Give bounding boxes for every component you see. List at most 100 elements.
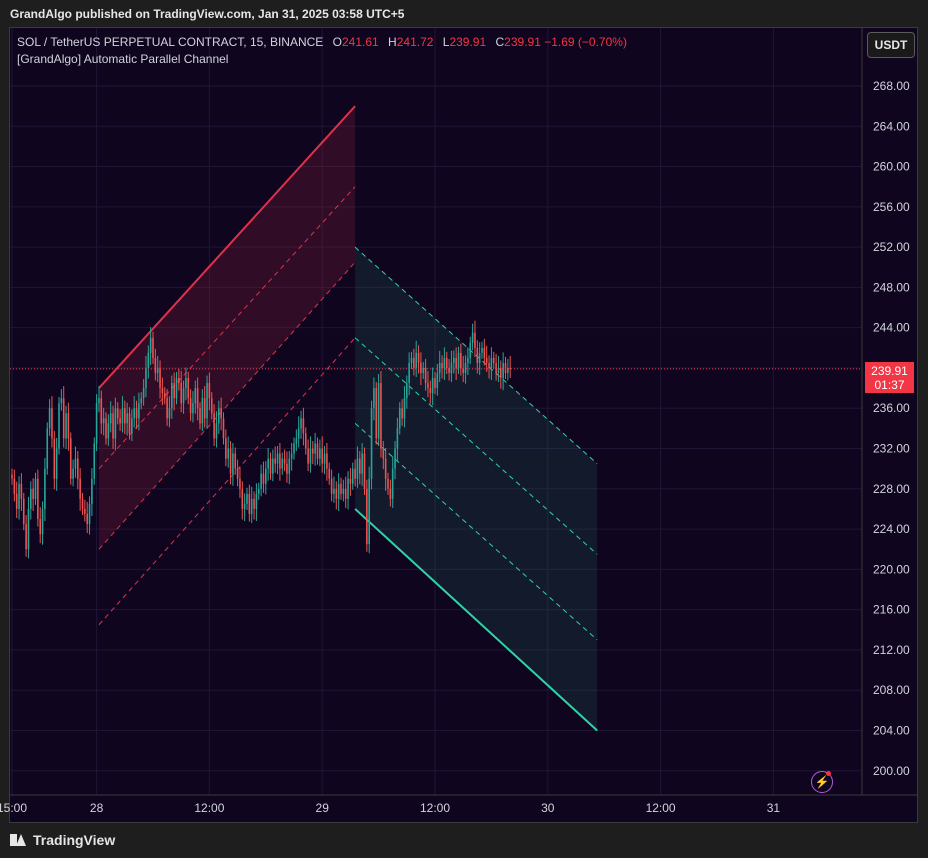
- candle-body: [194, 388, 197, 404]
- candle-body: [394, 448, 396, 469]
- candle-body: [328, 468, 331, 479]
- time-axis[interactable]: 15:00 28 12:00 29 12:00 30 12:00 31: [0, 794, 917, 815]
- candle-body: [239, 478, 241, 489]
- candle-body: [502, 362, 504, 379]
- candle-body: [293, 443, 295, 454]
- close-label: C: [495, 35, 505, 49]
- candle-body: [168, 408, 171, 419]
- candle-body: [86, 513, 88, 525]
- candle-body: [333, 488, 335, 494]
- candle-body: [375, 388, 378, 439]
- x-tick-label: 31: [767, 801, 781, 815]
- open-value: 241.61: [342, 35, 379, 49]
- candle-body: [267, 458, 269, 469]
- candle-body: [34, 478, 37, 499]
- candle-body: [471, 332, 474, 343]
- symbol-legend: SOL / TetherUS PERPETUAL CONTRACT, 15, B…: [17, 35, 627, 49]
- candle-body: [192, 403, 194, 414]
- candle-body: [154, 357, 157, 373]
- candle-body: [467, 357, 469, 363]
- candle-body: [163, 393, 166, 399]
- y-tick-label: 232.00: [873, 442, 910, 456]
- high-label: H: [388, 35, 397, 49]
- y-tick-label: 244.00: [873, 321, 910, 335]
- candle-body: [424, 367, 427, 384]
- candle-body: [187, 378, 190, 399]
- candle-body: [22, 498, 25, 525]
- candle-body: [351, 468, 354, 484]
- candle-body: [492, 357, 495, 363]
- tradingview-logo[interactable]: TradingView: [10, 832, 115, 848]
- candle-body: [431, 378, 434, 394]
- candle-body: [265, 468, 267, 484]
- candle-body: [225, 438, 227, 459]
- candle-body: [260, 473, 262, 489]
- change-value: −1.69 (−0.70%): [544, 35, 627, 49]
- candle-body: [469, 342, 472, 358]
- candle-body: [316, 443, 319, 459]
- candle-body: [373, 388, 375, 409]
- candle-body: [384, 458, 387, 479]
- candle-body: [408, 362, 410, 384]
- candle-body: [326, 453, 328, 469]
- candle-body: [415, 352, 417, 368]
- candle-body: [417, 352, 420, 363]
- candle-body: [427, 383, 429, 389]
- candle-body: [41, 508, 44, 535]
- candle-body: [189, 398, 192, 414]
- candle-body: [344, 488, 347, 499]
- candle-body: [109, 413, 112, 424]
- candle-body: [147, 352, 150, 368]
- indicator-legend[interactable]: [GrandAlgo] Automatic Parallel Channel: [17, 52, 229, 66]
- candle-body: [441, 362, 443, 368]
- candle-body: [429, 388, 432, 394]
- candle-body: [422, 367, 425, 373]
- candle-body: [128, 413, 131, 434]
- candle-body: [13, 478, 16, 494]
- candle-body: [166, 398, 168, 419]
- candle-body: [182, 388, 185, 404]
- candle-body: [330, 478, 333, 494]
- candle-body: [69, 438, 72, 479]
- y-tick-label: 212.00: [873, 643, 910, 657]
- candle-body: [222, 418, 225, 439]
- price-axis[interactable]: 268.00 264.00 260.00 256.00 252.00 248.00 244.…: [861, 28, 910, 795]
- y-tick-label: 248.00: [873, 280, 910, 294]
- candle-body: [91, 478, 93, 504]
- candle-body: [180, 383, 182, 404]
- candle-body: [474, 332, 476, 348]
- candle-body: [359, 458, 361, 474]
- candle-body: [354, 468, 356, 479]
- candle-body: [213, 413, 215, 439]
- candle-body: [138, 403, 140, 419]
- low-value: 239.91: [449, 35, 487, 49]
- candle-body: [48, 408, 51, 429]
- candle-body: [370, 408, 373, 479]
- candle-body: [51, 408, 53, 439]
- currency-button[interactable]: USDT: [867, 32, 915, 58]
- candle-body: [131, 418, 133, 434]
- candle-body: [389, 488, 392, 499]
- y-tick-label: 220.00: [873, 562, 910, 576]
- candle-body: [347, 478, 349, 499]
- candle-body: [272, 458, 274, 474]
- candle-body: [15, 493, 18, 509]
- candle-body: [142, 388, 145, 399]
- bull-channel-mid-line: [354, 337, 598, 555]
- candle-body: [201, 398, 204, 424]
- candle-body: [438, 362, 441, 373]
- bear-channel-mid-line: [98, 186, 356, 469]
- candle-body: [448, 367, 450, 373]
- candle-body: [401, 408, 403, 419]
- candle-body: [462, 367, 464, 373]
- lightning-icon[interactable]: ⚡: [811, 771, 833, 793]
- y-tick-label: 216.00: [873, 603, 910, 617]
- candle-body: [112, 413, 114, 439]
- candle-body: [434, 378, 436, 389]
- bull-channel-fill: [355, 247, 598, 731]
- candle-body: [406, 383, 408, 399]
- candle-body: [11, 474, 13, 479]
- candle-body: [46, 428, 49, 469]
- candle-body: [290, 453, 293, 459]
